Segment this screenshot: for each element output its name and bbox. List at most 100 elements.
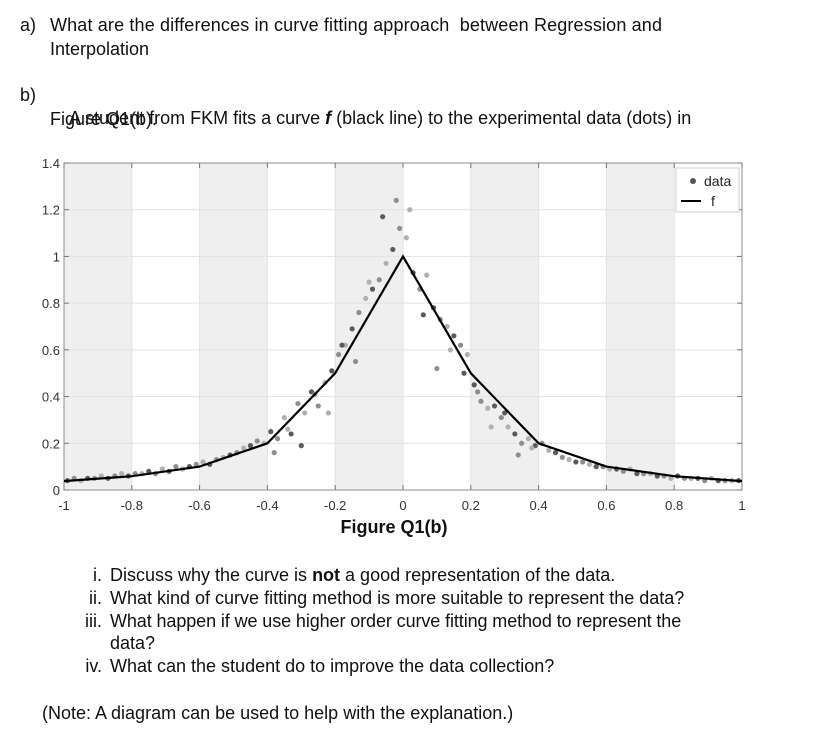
x-tick-label: -0.2 xyxy=(324,498,346,513)
y-tick-label: 1 xyxy=(53,249,60,264)
data-point xyxy=(458,342,464,348)
x-tick-label: -0.6 xyxy=(188,498,210,513)
data-point xyxy=(447,347,454,353)
data-point xyxy=(173,464,179,470)
data-point xyxy=(498,414,504,421)
note: (Note: A diagram can be used to help wit… xyxy=(42,703,514,723)
sub-question-4-numeral: iv. xyxy=(85,656,102,676)
data-point xyxy=(586,461,593,467)
legend-box xyxy=(675,167,740,213)
data-point xyxy=(485,405,491,411)
data-point xyxy=(668,475,674,481)
y-tick-labels: 0 0.2 0.4 0.6 0.8 1 1.2 1.4 xyxy=(42,156,60,498)
x-tick-labels: -1 -0.8 -0.6 -0.4 -0.2 0 0.2 0.4 0.6 0.8 1 xyxy=(58,498,745,513)
data-point xyxy=(559,454,565,460)
y-tick-label: 0.4 xyxy=(42,390,60,405)
sub-question-3-numeral: iii. xyxy=(85,611,102,631)
data-point xyxy=(502,410,508,416)
data-point xyxy=(298,443,304,449)
data-point xyxy=(390,246,396,253)
sub-question-3-text: What happen if we use higher order curve… xyxy=(110,611,682,631)
question-b-label: b) xyxy=(20,85,37,105)
axis-ticks xyxy=(63,162,743,491)
data-point xyxy=(580,459,586,465)
data-point xyxy=(488,424,494,430)
figure-q1b: -1 -0.8 -0.6 -0.4 -0.2 0 0.2 0.4 0.6 0.8 1 0 0.2 0.4… xyxy=(42,156,746,537)
curve-variable-f: f xyxy=(325,108,332,128)
sub-question-1-bold: not xyxy=(312,565,341,585)
x-tick-label: -1 xyxy=(58,498,70,513)
data-point xyxy=(274,436,281,442)
sub-question-1-numeral: i. xyxy=(93,565,102,585)
question-b-line1-pre: A student from FKM fits a curve xyxy=(69,108,326,128)
data-point xyxy=(407,207,413,213)
legend-data-label: data xyxy=(704,173,731,189)
shaded-band xyxy=(606,163,675,490)
sub-question-1-pre: Discuss why the curve is xyxy=(110,565,313,585)
data-point xyxy=(424,272,430,278)
data-point xyxy=(254,438,260,444)
data-point xyxy=(193,461,199,467)
data-point xyxy=(366,279,372,285)
data-point xyxy=(397,225,403,231)
data-point xyxy=(478,398,484,404)
question-b-line1-post: (black line) to the experimental data (d… xyxy=(331,108,692,128)
data-point xyxy=(552,450,559,456)
data-point xyxy=(593,464,599,470)
data-point xyxy=(380,214,386,220)
y-tick-label: 0.2 xyxy=(42,436,60,451)
data-point xyxy=(247,443,254,449)
data-point xyxy=(295,400,301,407)
data-point xyxy=(546,447,552,453)
figure-caption: Figure Q1(b) xyxy=(341,517,448,537)
data-point xyxy=(573,459,579,465)
data-point xyxy=(369,286,376,292)
data-point xyxy=(241,445,247,451)
data-point xyxy=(393,197,399,203)
shaded-band xyxy=(199,163,268,490)
data-point xyxy=(634,471,640,477)
x-tick-label: 0.6 xyxy=(597,498,615,513)
data-point xyxy=(335,351,342,358)
shaded-band xyxy=(335,163,403,490)
sub-question-1-text: Discuss why the curve is not a good repr… xyxy=(110,564,775,586)
data-point xyxy=(200,459,206,465)
fit-line-path xyxy=(63,254,743,483)
x-tick-label: 1 xyxy=(738,498,745,513)
data-point xyxy=(376,277,382,283)
data-point xyxy=(119,471,125,477)
sub-question-4-text: What can the student do to improve the d… xyxy=(110,656,555,676)
data-points xyxy=(64,197,742,484)
sub-question-2-numeral: ii. xyxy=(89,588,102,608)
question-a: a) What are the differences in curve fit… xyxy=(20,14,780,64)
data-point xyxy=(403,235,409,241)
question-b-line1: A student from FKM fits a curve f (black… xyxy=(50,84,691,153)
question-a-line1: What are the differences in curve fittin… xyxy=(50,15,663,35)
data-point xyxy=(325,410,332,416)
y-tick-label: 1.4 xyxy=(42,156,60,171)
x-tick-label: 0.8 xyxy=(665,498,683,513)
question-b: b) A student from FKM fits a curve f (bl… xyxy=(20,84,780,134)
sub-question-3-line2: data? xyxy=(110,633,156,653)
question-a-line2: Interpolation xyxy=(50,39,150,59)
data-point xyxy=(356,309,362,316)
x-tick-label: -0.8 xyxy=(121,498,143,513)
shaded-band xyxy=(470,163,539,490)
data-point xyxy=(352,358,359,365)
shaded-band xyxy=(64,163,132,490)
data-point xyxy=(471,382,477,388)
x-tick-label: 0.2 xyxy=(462,498,480,513)
x-tick-label: 0 xyxy=(399,498,406,513)
data-point xyxy=(434,365,440,372)
y-tick-label: 0.6 xyxy=(42,343,60,358)
data-point xyxy=(288,431,294,437)
legend: data f xyxy=(675,167,740,213)
y-tick-label: 0 xyxy=(53,483,60,498)
data-point xyxy=(383,260,389,267)
y-tick-label: 1.2 xyxy=(42,203,60,218)
data-point xyxy=(491,403,498,409)
data-point xyxy=(566,457,572,463)
sub-question-1-post: a good representation of the data. xyxy=(340,565,616,585)
data-point xyxy=(159,466,165,472)
legend-data-marker xyxy=(690,178,696,184)
